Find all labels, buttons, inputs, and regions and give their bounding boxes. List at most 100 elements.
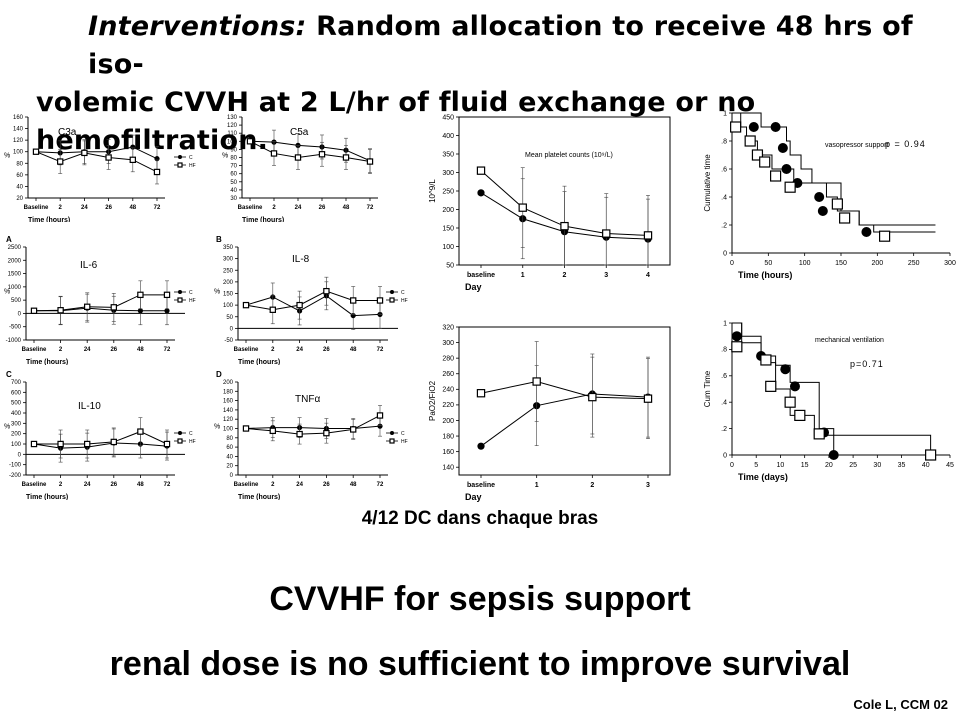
- y-tick-label: .4: [721, 400, 727, 407]
- y-tick-label: 240: [442, 387, 454, 394]
- x-axis-label: Time (hours): [738, 270, 792, 280]
- x-tick-label: baseline: [467, 482, 495, 489]
- legend-marker: [178, 431, 182, 435]
- data-point: [30, 440, 38, 448]
- data-point: [83, 440, 91, 448]
- data-point: [269, 306, 277, 313]
- legend-label: HF: [189, 439, 196, 445]
- panel-il10: -200 -100 0 100 200 300 400 500 600 700 Baseline 2 2…: [0, 367, 214, 500]
- plot-frame: [458, 326, 671, 476]
- data-point: [560, 221, 569, 231]
- y-axis-label: %: [4, 289, 10, 296]
- y-axis-label: Cum Time: [703, 370, 712, 407]
- series-line: [33, 294, 167, 312]
- chart-vaso: 0 .2 .4 .6 .8 1 0 50 100 150 200 250 300 Time (hours)…: [703, 110, 956, 280]
- data-point: [861, 227, 872, 237]
- data-point: [770, 122, 781, 132]
- y-tick-label: 20: [226, 464, 233, 470]
- x-tick-label: 3: [604, 272, 608, 279]
- x-axis-label: Time (hours): [238, 494, 280, 500]
- chart-title: C3a: [58, 127, 77, 138]
- data-point: [81, 149, 88, 157]
- x-tick-label: 24: [296, 482, 303, 488]
- x-tick-label: 2: [272, 205, 276, 211]
- data-point: [246, 138, 254, 145]
- x-tick-label: 72: [367, 205, 374, 211]
- data-point: [643, 231, 653, 240]
- x-tick-label: 0: [730, 260, 734, 267]
- data-point: [163, 291, 171, 299]
- data-point: [828, 450, 839, 460]
- x-tick-label: 26: [319, 205, 326, 211]
- y-tick-label: 2500: [8, 245, 22, 251]
- series-line: [480, 381, 649, 400]
- x-tick-label: 20: [825, 462, 833, 469]
- dc-caption: 4/12 DC dans chaque bras: [361, 508, 599, 529]
- x-tick-label: 35: [898, 462, 906, 469]
- y-tick-label: 200: [442, 207, 454, 214]
- x-tick-label: Baseline: [24, 205, 49, 211]
- data-point: [110, 304, 117, 311]
- y-tick-label: 300: [442, 340, 454, 347]
- x-axis-label: Time (hours): [242, 217, 284, 222]
- x-tick-label: 300: [944, 260, 956, 267]
- y-tick-label: 0: [723, 452, 727, 459]
- y-tick-label: 40: [226, 454, 233, 460]
- y-tick-label: 50: [226, 315, 233, 321]
- data-point: [476, 166, 486, 175]
- y-tick-label: 100: [442, 244, 454, 251]
- panel-letter: C: [6, 370, 12, 379]
- x-tick-label: 2: [59, 482, 63, 488]
- header-line-2: volemic CVVH at 2 L/hr of fluid exchange…: [36, 87, 756, 156]
- series-line: [33, 442, 168, 449]
- y-tick-label: 260: [442, 371, 454, 378]
- data-point: [242, 425, 250, 432]
- series-line: [34, 431, 168, 445]
- y-tick-label: 1: [723, 320, 727, 327]
- x-tick-label: 48: [137, 347, 144, 353]
- x-tick-label: 5: [754, 462, 758, 469]
- x-tick-label: 10: [777, 462, 785, 469]
- data-point: [296, 301, 303, 309]
- series-line: [245, 415, 381, 435]
- x-tick-label: Baseline: [238, 205, 263, 211]
- legend-label: HF: [189, 298, 196, 304]
- data-point: [366, 158, 374, 165]
- chart-il8: -50 0 50 100 150 200 250 300 350 Baseline 2 24 26 48 7…: [214, 235, 408, 365]
- y-tick-label: 350: [223, 245, 234, 251]
- y-tick-label: 100: [223, 303, 234, 309]
- y-axis-label: Cumulative time: [703, 154, 712, 212]
- chart-title: Mean platelet counts (10⁹/L): [525, 152, 613, 159]
- x-tick-label: 200: [871, 260, 883, 267]
- x-tick-label: baseline: [467, 272, 495, 279]
- y-tick-label: 140: [13, 127, 24, 133]
- data-point: [30, 307, 38, 314]
- chart-tnf: 0 20 40 60 80 100 120 140 160 180 200 Baseline 2 24 26…: [214, 370, 408, 500]
- chart-c5a: 30 40 50 60 70 80 90 100 110 120 130 Baseline 2 24 26 4…: [222, 115, 378, 222]
- data-point: [477, 189, 485, 197]
- x-tick-label: 48: [129, 205, 136, 211]
- x-tick-label: 26: [110, 482, 117, 488]
- x-tick-label: 24: [84, 482, 91, 488]
- data-point: [270, 150, 278, 157]
- x-tick-label: 26: [323, 482, 330, 488]
- x-tick-label: 2: [563, 272, 567, 279]
- y-tick-label: 2000: [8, 258, 22, 264]
- data-point: [32, 148, 40, 155]
- x-tick-label: 1: [521, 272, 525, 279]
- chart-title: IL-6: [80, 260, 98, 271]
- data-point: [643, 394, 653, 403]
- legend-label: C: [401, 290, 405, 296]
- data-point: [784, 396, 796, 408]
- legend-label: C: [189, 155, 193, 161]
- legend-marker: [177, 297, 183, 303]
- legend-marker: [177, 162, 183, 168]
- x-tick-label: 26: [323, 347, 330, 353]
- y-tick-label: 60: [16, 173, 23, 179]
- x-tick-label: Baseline: [22, 347, 47, 353]
- data-point: [748, 122, 759, 132]
- chart-il6: -1000 -500 0 500 1000 1500 2000 2500 Baseline 2 24…: [4, 235, 196, 365]
- x-axis-label: Day: [465, 282, 482, 292]
- data-point: [744, 135, 756, 147]
- chart-platelet: 50 100 150 200 250 300 350 400 450 baseline 1 2 3 4 Da…: [428, 114, 671, 292]
